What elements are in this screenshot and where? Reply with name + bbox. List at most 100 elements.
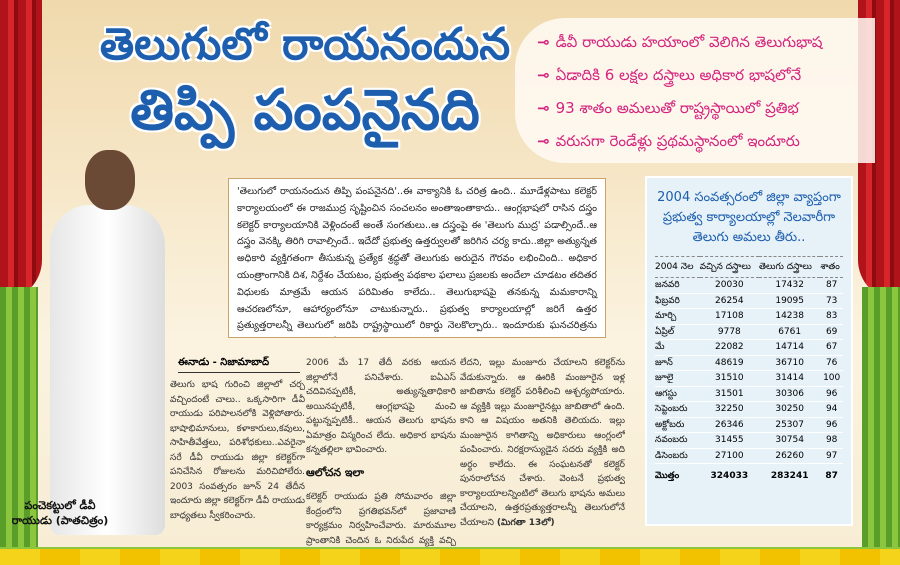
percent-cell: 83 bbox=[820, 308, 843, 325]
photo-caption: పంచెకట్టులో డీవీ రాయుడు (పాతచిత్రం) bbox=[11, 499, 109, 527]
month-cell: మే bbox=[655, 339, 700, 356]
percent-cell: 97 bbox=[820, 448, 843, 464]
telugu-cell: 26260 bbox=[759, 448, 821, 464]
table-row: మే 22082 14714 67 bbox=[655, 339, 843, 356]
month-cell: మార్చి bbox=[655, 308, 700, 325]
received-cell: 48619 bbox=[699, 355, 760, 371]
highlight-item: ⊸ ఏడాదికి 6 లక్షల దస్త్రాలు అధికార భాషలోన… bbox=[537, 59, 865, 92]
percent-cell: 96 bbox=[820, 386, 843, 402]
table-row: డిసెంబరు 27100 26260 97 bbox=[655, 448, 843, 464]
month-cell: జనవరి bbox=[655, 277, 700, 294]
continued-note: (మిగతా 13లో) bbox=[496, 517, 555, 528]
percent-cell: 98 bbox=[820, 432, 843, 449]
received-cell: 324033 bbox=[699, 463, 760, 484]
percent-cell: 87 bbox=[820, 463, 843, 484]
highlight-text: ఏడాదికి 6 లక్షల దస్త్రాలు అధికార భాషలోనే bbox=[555, 66, 802, 84]
month-cell: అక్టోబరు bbox=[655, 417, 700, 433]
telugu-cell: 14714 bbox=[759, 339, 821, 356]
table-row: ఫిబ్రవరి 26254 19095 73 bbox=[655, 293, 843, 309]
decorative-border bbox=[0, 547, 900, 565]
received-cell: 31455 bbox=[699, 432, 760, 449]
month-cell: జూన్ bbox=[655, 355, 700, 371]
telugu-cell: 30250 bbox=[759, 401, 821, 418]
table-row: సెప్టెంబరు 32250 30250 94 bbox=[655, 401, 843, 418]
photo-figure-body bbox=[50, 205, 165, 535]
telugu-cell: 31414 bbox=[759, 370, 821, 387]
telugu-cell: 25307 bbox=[759, 417, 821, 433]
received-cell: 17108 bbox=[699, 308, 760, 325]
highlights-box: ⊸ డీవీ రాయుడు హయాంలో వెలిగిన తెలుగుభాష ⊸ ఏ… bbox=[515, 18, 875, 163]
telugu-cell: 19095 bbox=[759, 293, 821, 309]
arrow-bullet-icon: ⊸ bbox=[537, 132, 550, 150]
highlight-text: డీవీ రాయుడు హయాంలో వెలిగిన తెలుగుభాష bbox=[555, 33, 823, 51]
percent-cell: 96 bbox=[820, 417, 843, 433]
received-cell: 26346 bbox=[699, 417, 760, 433]
telugu-cell: 17432 bbox=[759, 277, 821, 294]
table-row: అక్టోబరు 26346 25307 96 bbox=[655, 417, 843, 433]
month-cell: జూలై bbox=[655, 370, 700, 387]
table-header-row: 2004 నెల వచ్చిన దస్త్రాలు తెలుగు దస్త్రా… bbox=[655, 256, 843, 278]
month-cell: ఫిబ్రవరి bbox=[655, 293, 700, 309]
column-text: కలెక్టర్ రాయుడు ప్రతి సోమవారం జిల్లా కేం… bbox=[306, 492, 456, 546]
arrow-bullet-icon: ⊸ bbox=[537, 66, 550, 84]
received-cell: 27100 bbox=[699, 448, 760, 464]
column-text: లేదని, ఇల్లు మంజూరు చేయాలని కలెక్టర్‌ను … bbox=[460, 358, 625, 528]
highlight-text: వరుసగా రెండేళ్లు ప్రథమస్థానంలో ఇందూరు bbox=[555, 132, 800, 150]
byline: ఈనాడు - నిజామాబాద్ bbox=[178, 356, 300, 373]
header-month: 2004 నెల bbox=[655, 256, 700, 278]
month-cell: నవంబరు bbox=[655, 432, 700, 449]
right-banana-leaf-decoration bbox=[862, 287, 900, 547]
telugu-cell: 14238 bbox=[759, 308, 821, 325]
received-cell: 22082 bbox=[699, 339, 760, 356]
statistics-box: 2004 సంవత్సరంలో జిల్లా వ్యాప్తంగా ప్రభుత… bbox=[645, 176, 853, 526]
table-row: ఆగస్టు 31501 30306 96 bbox=[655, 386, 843, 402]
article-column-2: 2006 మే 17 తేదీ వరకు ఆయన జిల్లాలోనే పనిచ… bbox=[306, 356, 456, 548]
month-cell: ఆగస్టు bbox=[655, 386, 700, 402]
percent-cell: 73 bbox=[820, 293, 843, 309]
subheading: ఆలోచన ఇలా bbox=[306, 465, 365, 479]
column-text: 2006 మే 17 తేదీ వరకు ఆయన జిల్లాలోనే పనిచ… bbox=[306, 358, 456, 455]
month-cell: సెప్టెంబరు bbox=[655, 401, 700, 418]
percent-cell: 69 bbox=[820, 324, 843, 340]
table-title: 2004 సంవత్సరంలో జిల్లా వ్యాప్తంగా ప్రభుత… bbox=[657, 190, 841, 245]
left-curtain-decoration bbox=[0, 0, 42, 300]
arrow-bullet-icon: ⊸ bbox=[537, 99, 550, 117]
telugu-cell: 6761 bbox=[759, 324, 821, 340]
header-telugu: తెలుగు దస్త్రాలు bbox=[759, 256, 821, 278]
article-column-1: తెలుగు భాష గురించి జిల్లాలో చర్చ వచ్చింద… bbox=[170, 380, 305, 521]
received-cell: 26254 bbox=[699, 293, 760, 309]
received-cell: 9778 bbox=[699, 324, 760, 340]
month-cell: డిసెంబరు bbox=[655, 448, 700, 464]
table-row: జూలై 31510 31414 100 bbox=[655, 370, 843, 387]
telugu-cell: 30306 bbox=[759, 386, 821, 402]
arrow-bullet-icon: ⊸ bbox=[537, 33, 550, 51]
photo-figure-head bbox=[85, 150, 135, 210]
headline-line-1: తెలుగులో రాయనందున bbox=[99, 19, 511, 70]
table-row: జనవరి 20030 17432 87 bbox=[655, 277, 843, 294]
table-total-row: మొత్తం 324033 283241 87 bbox=[655, 463, 843, 484]
received-cell: 20030 bbox=[699, 277, 760, 294]
table-row: జూన్ 48619 36710 76 bbox=[655, 355, 843, 371]
left-banana-leaf-decoration bbox=[0, 287, 38, 547]
percent-cell: 87 bbox=[820, 277, 843, 294]
article-column-3: లేదని, ఇల్లు మంజూరు చేయాలని కలెక్టర్‌ను … bbox=[460, 356, 625, 548]
monthly-telugu-usage-table: 2004 నెల వచ్చిన దస్త్రాలు తెలుగు దస్త్రా… bbox=[655, 256, 843, 484]
table-row: ఏప్రిల్ 9778 6761 69 bbox=[655, 324, 843, 340]
percent-cell: 100 bbox=[820, 370, 843, 387]
month-cell: మొత్తం bbox=[655, 463, 700, 484]
percent-cell: 76 bbox=[820, 355, 843, 371]
header-percent: శాతం bbox=[820, 256, 843, 278]
telugu-cell: 30754 bbox=[759, 432, 821, 449]
telugu-cell: 36710 bbox=[759, 355, 821, 371]
telugu-cell: 283241 bbox=[759, 463, 821, 484]
month-cell: ఏప్రిల్ bbox=[655, 324, 700, 340]
received-cell: 31501 bbox=[699, 386, 760, 402]
headline: తెలుగులో రాయనందున తిప్పి పంపనైనది bbox=[95, 14, 515, 146]
percent-cell: 67 bbox=[820, 339, 843, 356]
headline-line-2: తిప్పి పంపనైనది bbox=[130, 78, 480, 143]
highlight-item: ⊸ వరుసగా రెండేళ్లు ప్రథమస్థానంలో ఇందూరు bbox=[537, 125, 865, 158]
portrait-photo bbox=[40, 140, 170, 550]
highlight-text: 93 శాతం అమలుతో రాష్ట్రస్థాయిలో ప్రతిభ bbox=[555, 99, 799, 117]
highlight-item: ⊸ డీవీ రాయుడు హయాంలో వెలిగిన తెలుగుభాష bbox=[537, 26, 865, 59]
